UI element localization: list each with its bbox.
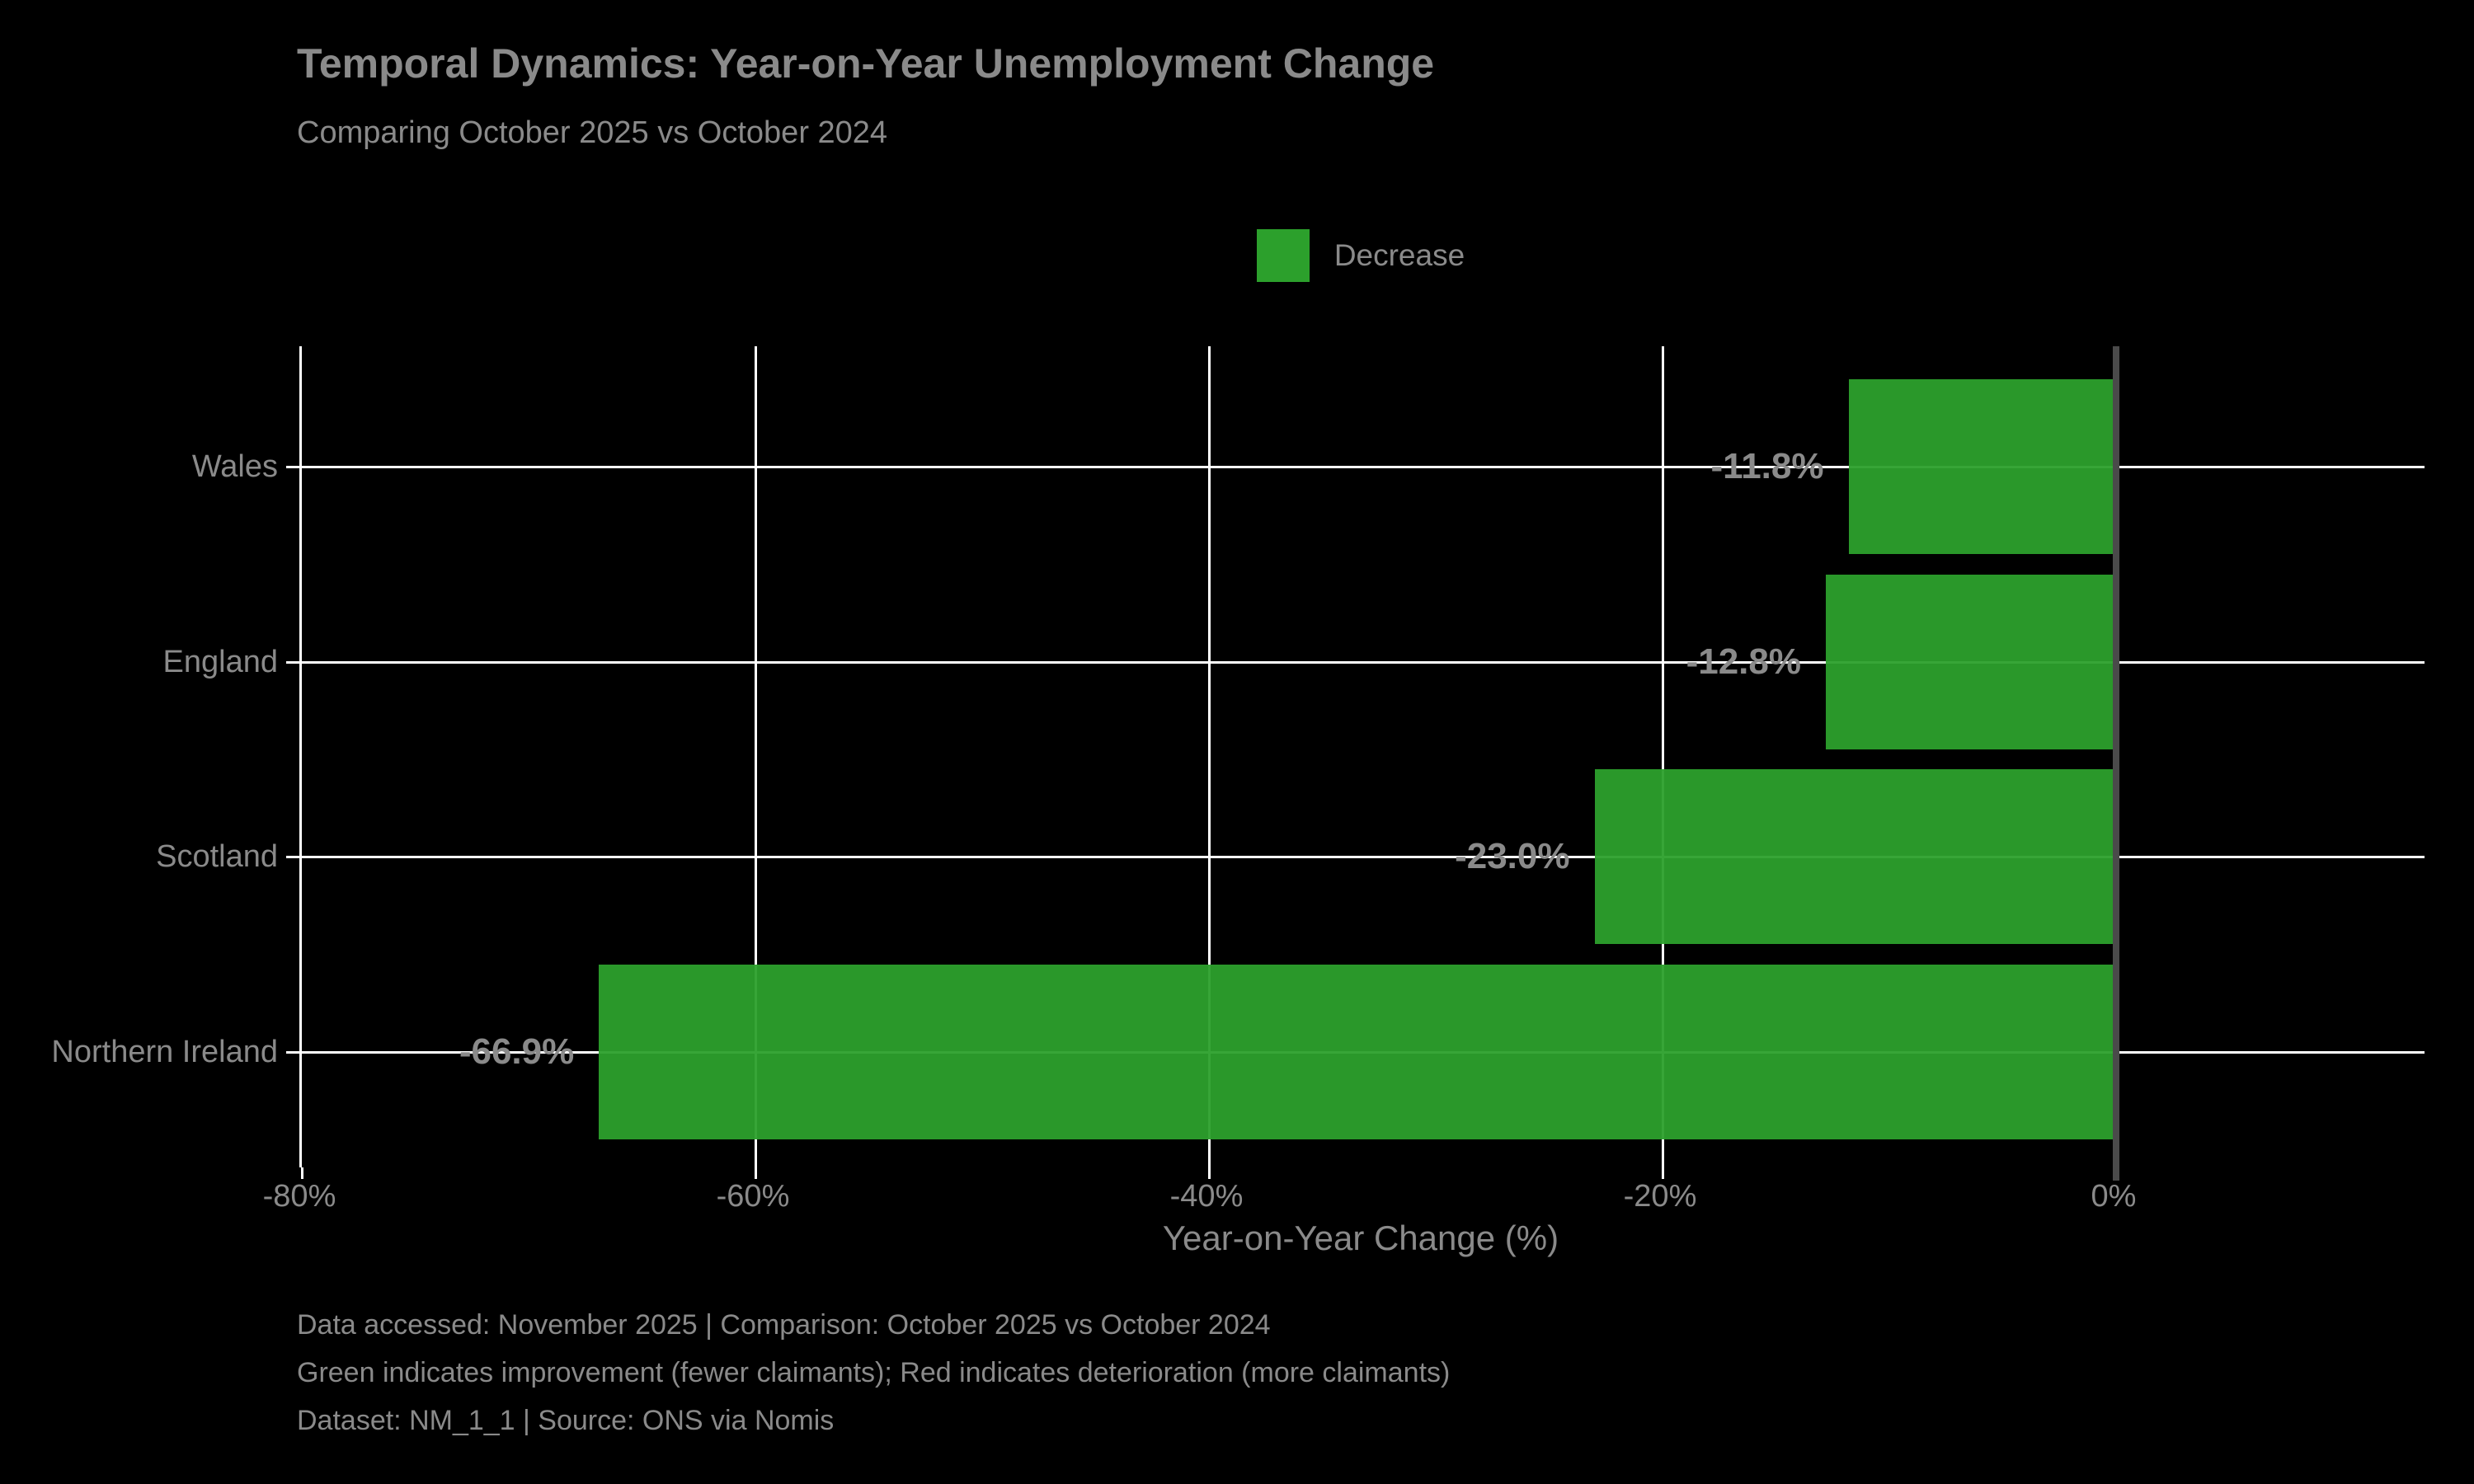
category-label-wales: Wales — [191, 449, 278, 484]
bar-wales — [1848, 379, 2116, 554]
bar-scotland — [1594, 769, 2116, 944]
bar-northern-ireland — [599, 965, 2116, 1139]
footer-line-2: Green indicates improvement (fewer claim… — [297, 1357, 1451, 1388]
chart-title: Temporal Dynamics: Year-on-Year Unemploy… — [297, 40, 1435, 87]
gridline-v--60 — [754, 346, 757, 1167]
gridline-h-england — [302, 660, 2425, 664]
x-axis-label: Year-on-Year Change (%) — [1162, 1219, 1559, 1257]
bar-england — [1826, 575, 2116, 749]
category-label-northern-ireland: Northern Ireland — [51, 1035, 278, 1069]
value-label-northern-ireland: -66.9% — [459, 1031, 575, 1072]
y-tick-mark-northern-ireland — [286, 1050, 299, 1054]
x-tick-label-0: 0% — [2091, 1179, 2137, 1214]
chart-subtitle: Comparing October 2025 vs October 2024 — [297, 115, 888, 150]
plot-area: -11.8% -12.8% -23.0% -66.9% — [286, 346, 2425, 1181]
x-tick-mark--20 — [1661, 1167, 1664, 1179]
category-label-england: England — [162, 645, 278, 679]
gridline-v--40 — [1207, 346, 1211, 1167]
category-label-scotland: Scotland — [156, 839, 278, 874]
value-label-england: -12.8% — [1686, 641, 1801, 682]
zero-line — [2113, 346, 2119, 1181]
x-tick-label--40: -40% — [1169, 1179, 1244, 1214]
x-tick-label--80: -80% — [262, 1179, 336, 1214]
gridline-h-wales — [302, 465, 2425, 468]
x-tick-mark--60 — [754, 1167, 757, 1179]
legend-swatch-decrease — [1256, 229, 1310, 282]
value-label-wales: -11.8% — [1710, 446, 1824, 486]
x-tick-label--60: -60% — [716, 1179, 790, 1214]
footer-line-3: Dataset: NM_1_1 | Source: ONS via Nomis — [297, 1405, 835, 1436]
x-tick-mark--80 — [300, 1167, 303, 1179]
y-tick-mark-wales — [286, 465, 299, 468]
x-tick-mark--40 — [1207, 1167, 1211, 1179]
y-tick-mark-scotland — [286, 855, 299, 858]
x-tick-label--20: -20% — [1623, 1179, 1697, 1214]
gridline-v--20 — [1661, 346, 1664, 1167]
legend: Decrease — [299, 229, 2422, 282]
value-label-scotland: -23.0% — [1455, 836, 1570, 876]
legend-label-decrease: Decrease — [1333, 238, 1465, 272]
footer: Data accessed: November 2025 | Compariso… — [297, 1301, 1450, 1444]
gridline-h-scotland — [302, 855, 2425, 858]
y-tick-mark-england — [286, 660, 299, 664]
footer-line-1: Data accessed: November 2025 | Compariso… — [297, 1309, 1271, 1341]
